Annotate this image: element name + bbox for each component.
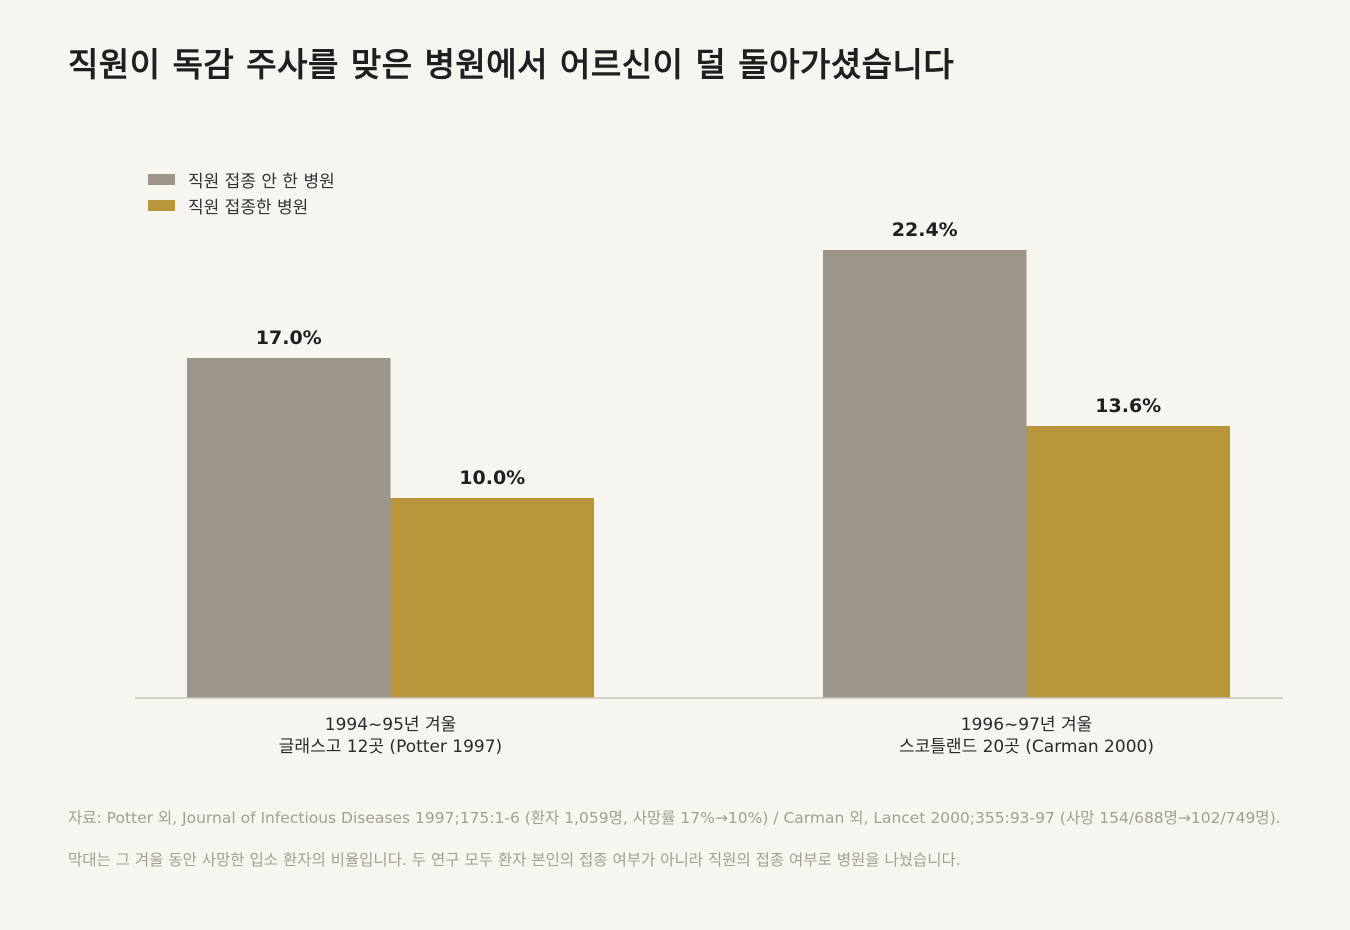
legend: 직원 접종 안 한 병원 직원 접종한 병원 (148, 166, 335, 218)
bar-vaccinated-1 (390, 498, 594, 698)
chart-title: 직원이 독감 주사를 맞은 병원에서 어르신이 덜 돌아가셨습니다 (68, 45, 955, 84)
category-label-2-line-2: 스코틀랜드 20곳 (Carman 2000) (899, 737, 1154, 757)
legend-swatch-vaccinated (148, 199, 175, 211)
footnotes: 자료: Potter 외, Journal of Infectious Dise… (68, 806, 1281, 870)
legend-label-not-vaccinated: 직원 접종 안 한 병원 (188, 171, 335, 192)
category-label-2-line-1: 1996~97년 겨울 (961, 715, 1092, 735)
bar-not-vaccinated-1 (187, 358, 391, 698)
data-label-not-vaccinated-1: 17.0% (256, 327, 322, 349)
legend-item-not-vaccinated: 직원 접종 안 한 병원 (148, 166, 335, 192)
bar-vaccinated-2 (1026, 426, 1230, 698)
data-label-vaccinated-1: 10.0% (459, 467, 525, 489)
data-label-not-vaccinated-2: 22.4% (892, 219, 958, 241)
legend-item-vaccinated: 직원 접종한 병원 (148, 192, 335, 218)
data-label-vaccinated-2: 13.6% (1095, 395, 1161, 417)
legend-label-vaccinated: 직원 접종한 병원 (188, 197, 309, 218)
bar-not-vaccinated-2 (823, 250, 1027, 698)
method-note: 막대는 그 겨울 동안 사망한 입소 환자의 비율입니다. 두 연구 모두 환자… (68, 851, 961, 869)
legend-swatch-not-vaccinated (148, 173, 175, 185)
category-label-1-line-1: 1994~95년 겨울 (325, 715, 456, 735)
category-label-1-line-2: 글래스고 12곳 (Potter 1997) (279, 737, 502, 757)
source-note: 자료: Potter 외, Journal of Infectious Dise… (68, 809, 1281, 827)
